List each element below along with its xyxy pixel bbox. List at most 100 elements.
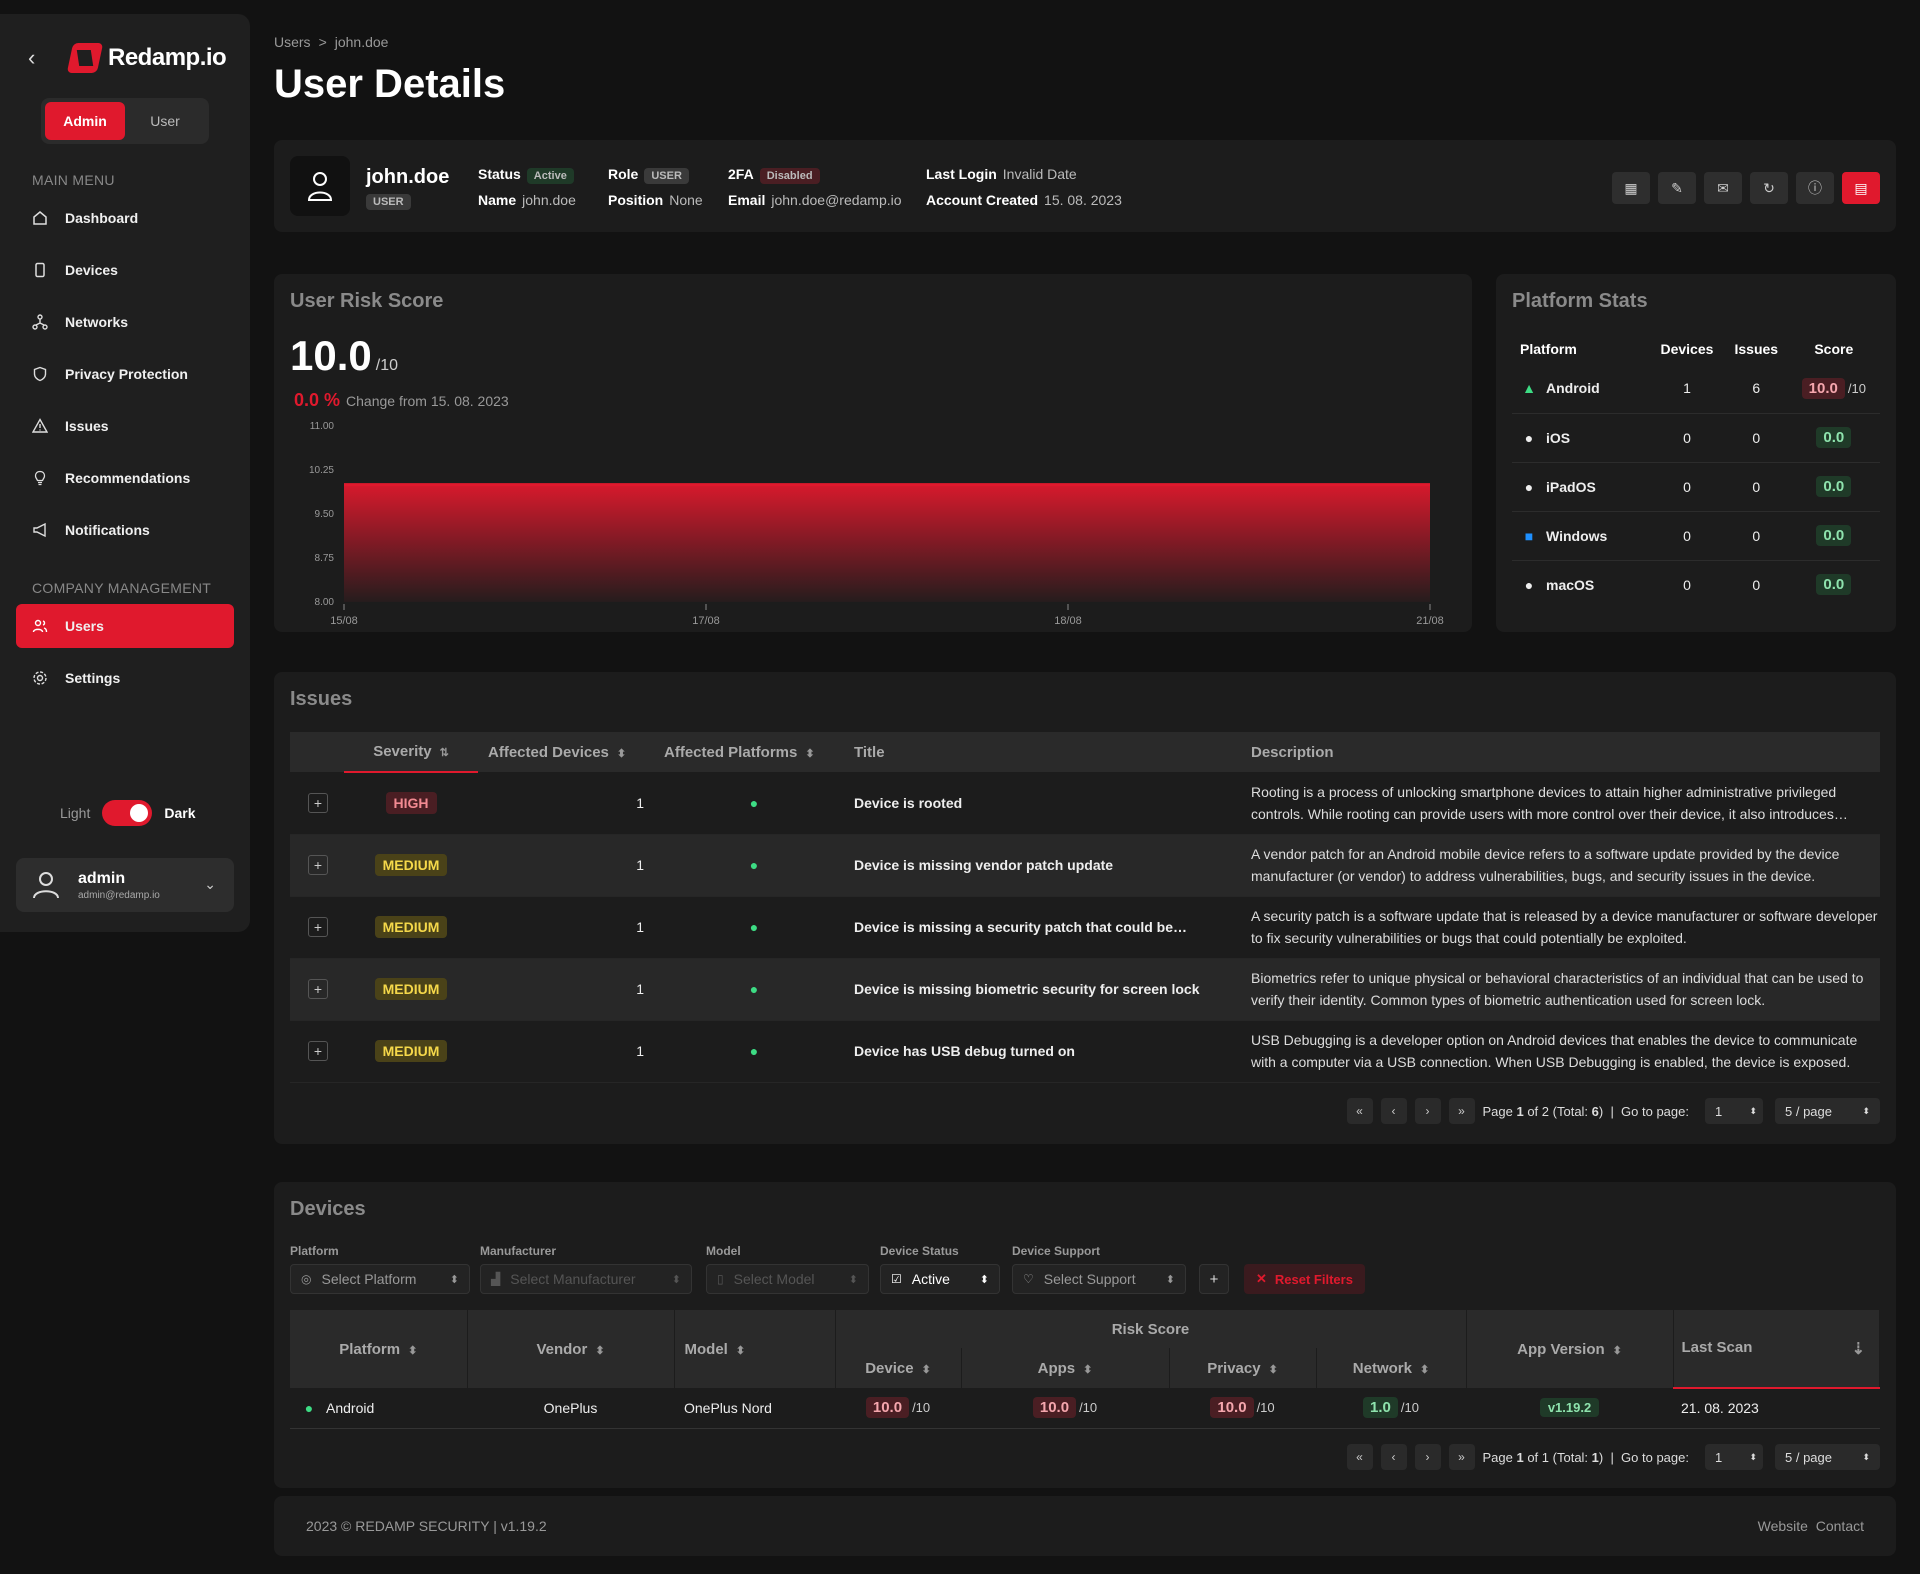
col-privacy[interactable]: Privacy ⬍	[1169, 1348, 1317, 1388]
status-select[interactable]: ☑ Active ⬍	[880, 1264, 1000, 1294]
col-device[interactable]: Device ⬍	[835, 1348, 962, 1388]
sidebar-item-devices[interactable]: Devices	[16, 248, 234, 292]
archive-icon[interactable]: ▤	[1842, 172, 1880, 204]
col-apps[interactable]: Apps ⬍	[961, 1348, 1170, 1388]
col-network[interactable]: Network ⬍	[1316, 1348, 1467, 1388]
platform-devices: 0	[1648, 413, 1725, 463]
android-icon: ●	[749, 857, 759, 873]
stats-row-macos: ● macOS 0 0 0.0	[1512, 560, 1880, 609]
refresh-icon[interactable]: ↻	[1750, 172, 1788, 204]
reset-filters-button[interactable]: ✕ Reset Filters	[1244, 1264, 1365, 1294]
sidebar-item-notifications[interactable]: Notifications	[16, 508, 234, 552]
sort-icon[interactable]: ⬍	[921, 1363, 931, 1376]
col-affected-platforms[interactable]: Affected Platforms ⬍	[654, 732, 844, 772]
sort-icon[interactable]: ⬍	[616, 747, 627, 760]
logo[interactable]: Redamp.io	[66, 43, 227, 73]
reset-filters-label: Reset Filters	[1274, 1271, 1353, 1287]
col-vendor[interactable]: Vendor ⬍	[467, 1310, 675, 1388]
per-page-select[interactable]: 5 / page ⬍	[1775, 1444, 1880, 1470]
severity-badge: MEDIUM	[374, 1040, 448, 1062]
network-icon	[31, 313, 49, 331]
sidebar-item-privacy[interactable]: Privacy Protection	[16, 352, 234, 396]
sort-icon[interactable]: ⬍	[1612, 1344, 1622, 1357]
goto-page-input[interactable]: 1 ⬍	[1705, 1098, 1763, 1124]
first-page-icon[interactable]: «	[1346, 1098, 1373, 1124]
model-select[interactable]: ▯ Select Model ⬍	[706, 1264, 869, 1294]
per-page-select[interactable]: 5 / page ⬍	[1775, 1098, 1880, 1124]
sort-icon[interactable]: ⬍	[408, 1344, 418, 1357]
sidebar-item-recommendations[interactable]: Recommendations	[16, 456, 234, 500]
sidebar-item-networks[interactable]: Networks	[16, 300, 234, 344]
expand-icon[interactable]: +	[308, 855, 328, 875]
platform-filter-label: Platform	[290, 1244, 339, 1258]
sidebar-item-label: Users	[65, 618, 104, 634]
issue-row[interactable]: + MEDIUM 1 ● Device is missing vendor patch …	[290, 834, 1880, 897]
sidebar-item-dashboard[interactable]: Dashboard	[16, 196, 234, 240]
sort-icon[interactable]: ⬍	[1268, 1363, 1278, 1376]
info-icon[interactable]: ⓘ	[1796, 172, 1834, 204]
role-badge: USER	[644, 168, 689, 184]
edit-icon[interactable]: ✎	[1658, 172, 1696, 204]
next-page-icon[interactable]: ›	[1414, 1098, 1441, 1124]
sort-icon[interactable]: ⬍	[805, 747, 815, 760]
expand-icon[interactable]: +	[308, 917, 328, 937]
add-filter-button[interactable]: +	[1199, 1264, 1229, 1294]
admin-role-button[interactable]: Admin	[45, 102, 125, 140]
qr-code-icon[interactable]: ▦	[1612, 172, 1650, 204]
user-username: john.doe	[366, 166, 450, 188]
user-avatar-icon	[32, 870, 60, 900]
apple-icon: ●	[1524, 478, 1534, 495]
sidebar-item-issues[interactable]: Issues	[16, 404, 234, 448]
expand-icon[interactable]: +	[308, 979, 328, 999]
back-arrow-icon[interactable]: ‹	[28, 45, 36, 70]
risk-area-chart: 11.00 10.25 9.50 8.75 8.00 15/08 17/08 18/08 21/…	[309, 421, 1444, 624]
expand-icon[interactable]: +	[308, 792, 328, 813]
platform-name: Windows	[1546, 527, 1608, 544]
account-menu[interactable]: admin admin@redamp.io ⌄	[16, 858, 234, 912]
col-app-version[interactable]: App Version ⬍	[1466, 1310, 1674, 1388]
mail-icon[interactable]: ✉	[1704, 172, 1742, 204]
issue-row[interactable]: + MEDIUM 1 ● Device is missing biometric sec…	[290, 958, 1880, 1021]
first-page-icon[interactable]: «	[1346, 1444, 1373, 1470]
theme-toggle[interactable]	[102, 800, 153, 826]
sort-icon[interactable]: ⬍	[595, 1344, 605, 1357]
sidebar-item-users[interactable]: Users	[16, 604, 234, 648]
next-page-icon[interactable]: ›	[1414, 1444, 1441, 1470]
breadcrumb-users[interactable]: Users	[274, 34, 311, 50]
issue-row[interactable]: + MEDIUM 1 ● Device has USB debug turned on U…	[290, 1020, 1880, 1083]
device-row[interactable]: ● Android OnePlus OnePlus Nord 10.0/10 10…	[290, 1388, 1880, 1429]
chevron-down-icon[interactable]: ⌄	[204, 876, 216, 892]
col-severity[interactable]: Severity ⇅	[344, 732, 478, 773]
last-page-icon[interactable]: »	[1448, 1444, 1475, 1470]
col-description[interactable]: Description	[1241, 732, 1880, 772]
col-title[interactable]: Title	[844, 732, 1241, 772]
footer-website-link[interactable]: Website	[1757, 1518, 1808, 1534]
issue-row[interactable]: + HIGH 1 ● Device is rooted Rooting is a proc…	[290, 772, 1880, 835]
chevron-updown-icon: ⬍	[1165, 1273, 1175, 1286]
risk-score-value: 10.0	[290, 332, 372, 379]
prev-page-icon[interactable]: ‹	[1380, 1098, 1407, 1124]
support-select[interactable]: ♡ Select Support ⬍	[1012, 1264, 1186, 1294]
sidebar-item-settings[interactable]: Settings	[16, 656, 234, 700]
sort-icon[interactable]: ⬍	[1083, 1363, 1093, 1376]
issue-row[interactable]: + MEDIUM 1 ● Device is missing a security pa…	[290, 896, 1880, 959]
app-version-badge: v1.19.2	[1539, 1398, 1600, 1418]
footer-contact-link[interactable]: Contact	[1815, 1518, 1864, 1534]
manufacturer-select[interactable]: ▟ Select Manufacturer ⬍	[480, 1264, 692, 1294]
user-role-button[interactable]: User	[150, 113, 180, 129]
sort-desc-icon[interactable]: ⇣	[1851, 1340, 1865, 1358]
last-page-icon[interactable]: »	[1448, 1098, 1475, 1124]
last-login-value: Invalid Date	[1002, 166, 1077, 182]
col-last-scan[interactable]: Last Scan ⇣	[1673, 1310, 1880, 1389]
sort-icon[interactable]: ⇅	[439, 747, 449, 759]
col-affected-devices[interactable]: Affected Devices ⬍	[478, 732, 654, 772]
sort-icon[interactable]: ⬍	[1419, 1363, 1430, 1376]
sort-icon[interactable]: ⬍	[735, 1344, 746, 1357]
expand-icon[interactable]: +	[308, 1041, 328, 1061]
col-model-label: Model	[684, 1340, 728, 1358]
col-platform[interactable]: Platform ⬍	[290, 1310, 468, 1388]
col-model[interactable]: Model ⬍	[674, 1310, 836, 1388]
goto-page-input[interactable]: 1 ⬍	[1705, 1444, 1763, 1470]
prev-page-icon[interactable]: ‹	[1380, 1444, 1407, 1470]
platform-select[interactable]: ◎ Select Platform ⬍	[290, 1264, 470, 1294]
